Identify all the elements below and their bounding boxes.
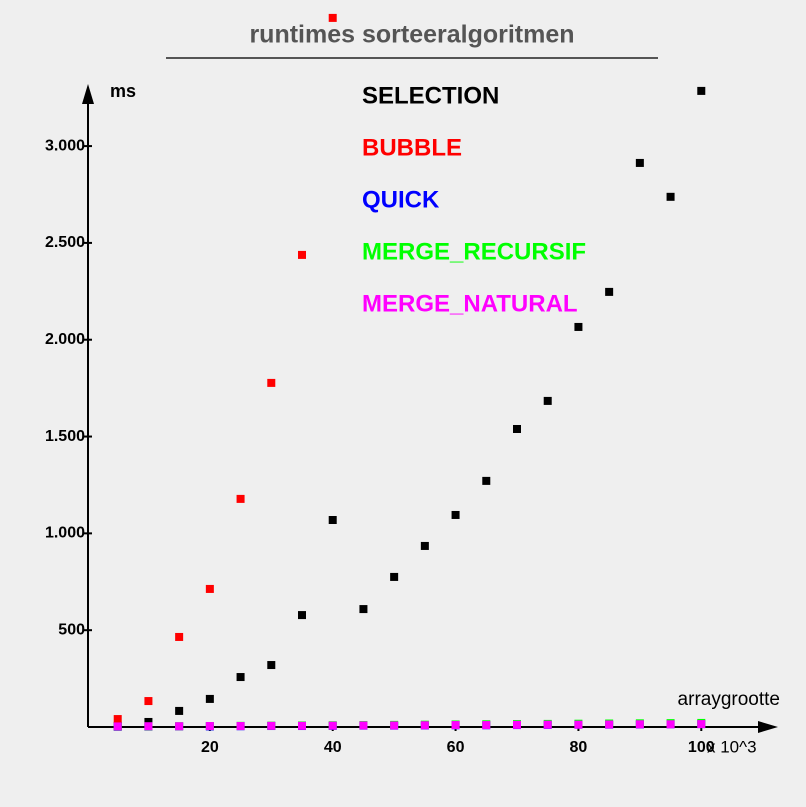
point	[328, 721, 337, 730]
point	[451, 721, 460, 730]
x-unit-label: x 10^3	[707, 737, 757, 756]
x-tick-label: 60	[447, 739, 465, 756]
point	[635, 158, 644, 167]
legend-entry: MERGE_NATURAL	[362, 290, 578, 317]
y-tick-label: 2.000	[45, 331, 85, 348]
legend-entry: BUBBLE	[362, 134, 462, 161]
point	[236, 494, 245, 503]
legend-entry: QUICK	[362, 186, 440, 213]
x-tick-label: 20	[201, 739, 219, 756]
point	[420, 541, 429, 550]
point	[605, 287, 614, 296]
point	[175, 722, 184, 731]
x-axis-arrow	[758, 721, 778, 733]
point	[236, 673, 245, 682]
point	[574, 720, 583, 729]
point	[420, 721, 429, 730]
point	[482, 476, 491, 485]
point	[513, 720, 521, 729]
point	[267, 721, 276, 730]
point	[267, 661, 276, 670]
point	[144, 697, 153, 706]
point	[113, 715, 122, 724]
y-tick-label: 1.500	[45, 428, 85, 445]
point	[513, 424, 521, 433]
y-tick-label: 3.000	[45, 137, 85, 154]
point	[113, 722, 122, 731]
point	[697, 86, 706, 95]
point	[267, 378, 276, 387]
point	[666, 192, 675, 201]
point	[543, 720, 552, 729]
x-tick-label: 40	[324, 739, 342, 756]
y-tick-label: 1.000	[45, 525, 85, 542]
point	[635, 720, 644, 729]
point	[144, 722, 153, 731]
point	[390, 721, 399, 730]
point	[205, 584, 214, 593]
x-tick-label: 100	[688, 739, 715, 756]
point	[175, 706, 184, 715]
point	[359, 605, 368, 614]
x-tick-label: 80	[570, 739, 588, 756]
point	[175, 632, 184, 641]
point	[236, 722, 245, 731]
point	[144, 717, 153, 726]
y-tick-label: 2.500	[45, 234, 85, 251]
point	[328, 516, 337, 525]
y-axis-label: ms	[110, 81, 136, 101]
point	[298, 611, 306, 620]
point	[605, 720, 614, 729]
point	[328, 13, 337, 22]
point	[298, 250, 306, 259]
point	[205, 694, 214, 703]
point	[697, 720, 706, 729]
point	[390, 572, 399, 581]
chart-title: runtimes sorteeralgoritmen	[249, 21, 574, 49]
y-axis-arrow	[82, 84, 94, 104]
point	[451, 510, 460, 519]
point	[205, 722, 214, 731]
legend-entry: MERGE_RECURSIF	[362, 238, 586, 265]
point	[298, 721, 306, 730]
legend-entry: SELECTION	[362, 82, 499, 109]
point	[359, 721, 368, 730]
x-axis-label: arraygrootte	[678, 689, 780, 710]
point	[543, 396, 552, 405]
point	[666, 720, 675, 729]
point	[574, 322, 583, 331]
point	[482, 721, 491, 730]
y-tick-label: 500	[58, 621, 85, 638]
